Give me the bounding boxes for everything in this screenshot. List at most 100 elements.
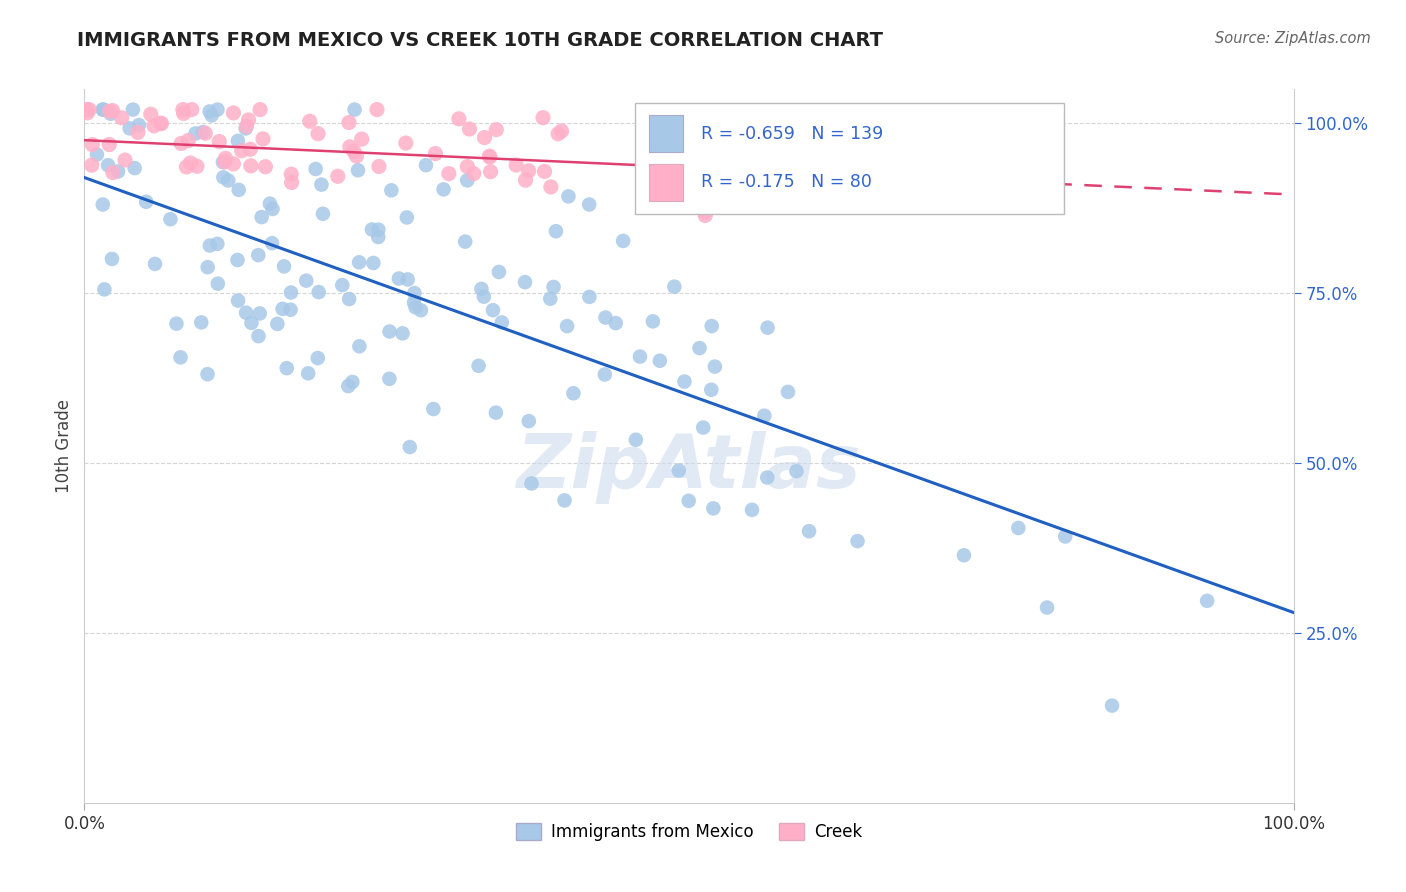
Point	[93, 282, 115, 296]
Point	[478, 150, 501, 164]
Point	[748, 148, 770, 162]
Point	[538, 292, 561, 306]
Point	[347, 163, 370, 178]
Point	[409, 303, 432, 318]
Legend: Immigrants from Mexico, Creek: Immigrants from Mexico, Creek	[509, 816, 869, 848]
Point	[343, 145, 366, 159]
Point	[235, 121, 257, 136]
Point	[179, 156, 201, 170]
Point	[347, 255, 370, 269]
Point	[349, 339, 371, 353]
Point	[505, 158, 527, 172]
Point	[432, 182, 454, 196]
Point	[250, 210, 273, 224]
Point	[107, 164, 129, 178]
Point	[756, 470, 779, 484]
Point	[911, 136, 934, 151]
Point	[553, 493, 575, 508]
Point	[110, 111, 132, 125]
Point	[447, 112, 470, 126]
Point	[624, 433, 647, 447]
Point	[276, 361, 298, 376]
Point	[139, 107, 162, 121]
Point	[150, 117, 173, 131]
Point	[485, 122, 508, 136]
Point	[363, 256, 385, 270]
Point	[700, 319, 723, 334]
Point	[405, 301, 427, 315]
Point	[101, 165, 124, 179]
Text: ZipAtlas: ZipAtlas	[516, 431, 862, 504]
Point	[702, 501, 724, 516]
Point	[307, 351, 329, 365]
Point	[77, 103, 100, 117]
Point	[295, 274, 318, 288]
Point	[226, 293, 249, 308]
Point	[259, 196, 281, 211]
Bar	[650, 115, 683, 153]
Point	[692, 420, 714, 434]
Point	[197, 260, 219, 275]
Point	[543, 280, 565, 294]
Point	[367, 222, 389, 236]
Point	[173, 106, 195, 120]
Point	[252, 132, 274, 146]
Point	[700, 383, 723, 397]
Point	[761, 145, 783, 160]
Point	[186, 159, 208, 173]
Point	[207, 236, 229, 251]
Point	[756, 320, 779, 334]
Text: R = -0.659   N = 139: R = -0.659 N = 139	[702, 125, 883, 143]
Point	[280, 285, 302, 300]
Point	[361, 222, 384, 236]
Point	[247, 248, 270, 262]
Point	[217, 173, 239, 187]
Point	[159, 212, 181, 227]
Point	[254, 160, 277, 174]
Point	[97, 158, 120, 172]
Point	[960, 157, 983, 171]
Point	[100, 106, 122, 120]
Point	[298, 114, 321, 128]
Point	[247, 329, 270, 343]
Point	[415, 158, 437, 172]
Point	[169, 351, 191, 365]
Point	[402, 295, 425, 310]
Point	[343, 103, 366, 117]
Point	[366, 103, 388, 117]
Point	[330, 278, 353, 293]
Point	[198, 104, 221, 119]
Point	[176, 160, 198, 174]
Point	[308, 285, 330, 299]
Point	[235, 306, 257, 320]
Point	[101, 103, 124, 118]
Point	[488, 265, 510, 279]
Point	[513, 275, 536, 289]
Point	[98, 104, 121, 119]
Point	[342, 375, 364, 389]
Point	[266, 317, 288, 331]
Point	[128, 118, 150, 132]
Point	[280, 176, 302, 190]
Point	[378, 372, 401, 386]
Point	[114, 153, 136, 167]
Point	[479, 165, 502, 179]
Point	[664, 279, 686, 293]
Point	[557, 189, 579, 203]
Point	[695, 209, 717, 223]
Point	[93, 103, 115, 117]
Point	[127, 125, 149, 139]
Point	[118, 121, 141, 136]
Point	[1036, 600, 1059, 615]
Text: Source: ZipAtlas.com: Source: ZipAtlas.com	[1215, 31, 1371, 46]
Point	[467, 359, 489, 373]
Point	[326, 169, 349, 184]
Point	[404, 285, 426, 300]
Point	[228, 183, 250, 197]
Point	[339, 140, 361, 154]
Point	[235, 120, 257, 134]
Point	[995, 156, 1018, 170]
Point	[517, 414, 540, 428]
Text: IMMIGRANTS FROM MEXICO VS CREEK 10TH GRADE CORRELATION CHART: IMMIGRANTS FROM MEXICO VS CREEK 10TH GRA…	[77, 31, 883, 50]
Point	[249, 306, 271, 320]
